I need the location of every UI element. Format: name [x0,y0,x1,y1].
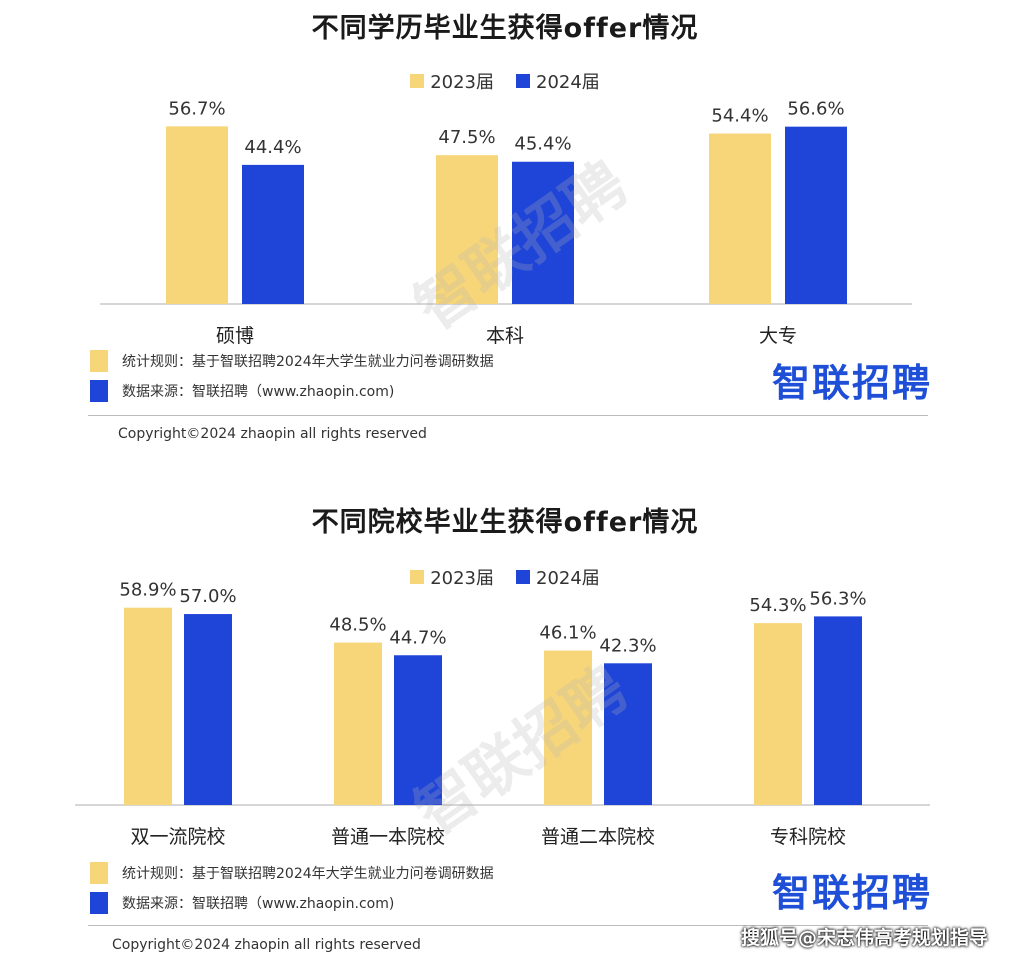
legend-item-2023: 2023届 [410,564,494,590]
category-label: 大专 [759,325,797,347]
bar-chart-school: 58.9% 57.0% 双一流院校 48.5%44.7% 普通一本院校 46.1%42.3… [75,580,930,848]
data-label: 44.7% [389,627,446,648]
data-label: 42.3% [599,635,656,656]
chart-legend: 2023届 2024届 [0,564,1010,590]
footnote-rule: 统计规则：基于智联招聘2024年大学生就业力问卷调研数据 [90,862,494,884]
legend-label-2024: 2024届 [536,72,600,93]
legend-item-2023: 2023届 [410,68,494,94]
bar-2024 [814,616,862,805]
bar-chart-education: 56.7% 44.4% 硕博 47.5% 45.4% 本科 54.4% 56.6% 大专 [100,98,912,347]
legend-label-2024: 2024届 [536,568,600,589]
bar-2024 [604,663,652,805]
data-label: 56.6% [787,99,844,120]
legend-swatch-2023 [410,570,425,584]
category-label: 普通一本院校 [331,826,445,848]
data-label: 48.5% [329,615,386,636]
data-label: 44.4% [244,137,301,158]
bar-2023 [124,607,172,805]
data-label: 54.3% [749,595,806,616]
bar-2023 [709,133,771,304]
bar-2024 [512,161,574,304]
data-label: 58.9% [119,580,176,601]
data-label: 56.3% [809,588,866,609]
category-label: 本科 [486,325,524,347]
data-label: 56.7% [168,98,225,119]
footnote-swatch-2023 [90,350,108,372]
chart-title: 不同学历毕业生获得offer情况 [311,13,699,44]
data-label: 45.4% [514,134,571,155]
legend-swatch-2023 [410,74,425,88]
footnote-rule-text: 统计规则：基于智联招聘2024年大学生就业力问卷调研数据 [122,866,494,882]
footnote-source: 数据来源：智联招聘（www.zhaopin.com) [90,380,394,402]
bar-2024 [242,164,304,304]
zhaopin-logo: 智联招聘 [772,361,933,405]
footnote-rule-text: 统计规则：基于智联招聘2024年大学生就业力问卷调研数据 [122,354,494,370]
legend-label-2023: 2023届 [430,72,494,93]
divider [88,925,928,926]
legend-label-2023: 2023届 [430,568,494,589]
bar-2023 [334,642,382,805]
footnote-rule: 统计规则：基于智联招聘2024年大学生就业力问卷调研数据 [90,350,494,372]
copyright: Copyright©2024 zhaopin all rights reserv… [118,426,427,442]
footnote-source: 数据来源：智联招聘（www.zhaopin.com) [90,892,394,914]
category-label: 硕博 [216,325,254,347]
footnote-source-text: 数据来源：智联招聘（www.zhaopin.com) [122,384,395,400]
category-label: 普通二本院校 [541,826,655,848]
footnote-swatch-2024 [90,380,108,402]
bar-2024 [785,126,847,304]
copyright: Copyright©2024 zhaopin all rights reserv… [112,937,421,953]
bar-2024 [184,614,232,805]
data-label: 57.0% [179,586,236,607]
footnote-swatch-2023 [90,862,108,884]
chart-panel-school: 不同院校毕业生获得offer情况 2023届 2024届 58.9% 57.0% 双… [0,480,1010,960]
footnote-swatch-2024 [90,892,108,914]
divider [88,415,928,416]
bar-2023 [166,126,228,304]
chart-legend: 2023届 2024届 [0,68,1010,94]
category-label: 专科院校 [770,826,846,848]
chart-title: 不同院校毕业生获得offer情况 [311,507,699,538]
bar-2023 [754,623,802,805]
bar-2023 [436,155,498,304]
footnote-source-text: 数据来源：智联招聘（www.zhaopin.com) [122,896,395,912]
zhaopin-logo: 智联招聘 [772,871,933,915]
chart-panel-education: 不同学历毕业生获得offer情况 2023届 2024届 56.7% 44.4% 硕… [0,0,1010,470]
data-label: 47.5% [438,127,495,148]
bar-2023 [544,650,592,805]
source-credit: 搜狐号@宋志伟高考规划指导 [740,927,988,949]
legend-swatch-2024 [516,570,530,584]
legend-swatch-2024 [516,74,530,88]
data-label: 54.4% [711,106,768,127]
data-label: 46.1% [539,623,596,644]
legend-item-2024: 2024届 [516,564,600,590]
category-label: 双一流院校 [130,826,225,848]
legend-item-2024: 2024届 [516,68,600,94]
bar-2024 [394,655,442,805]
